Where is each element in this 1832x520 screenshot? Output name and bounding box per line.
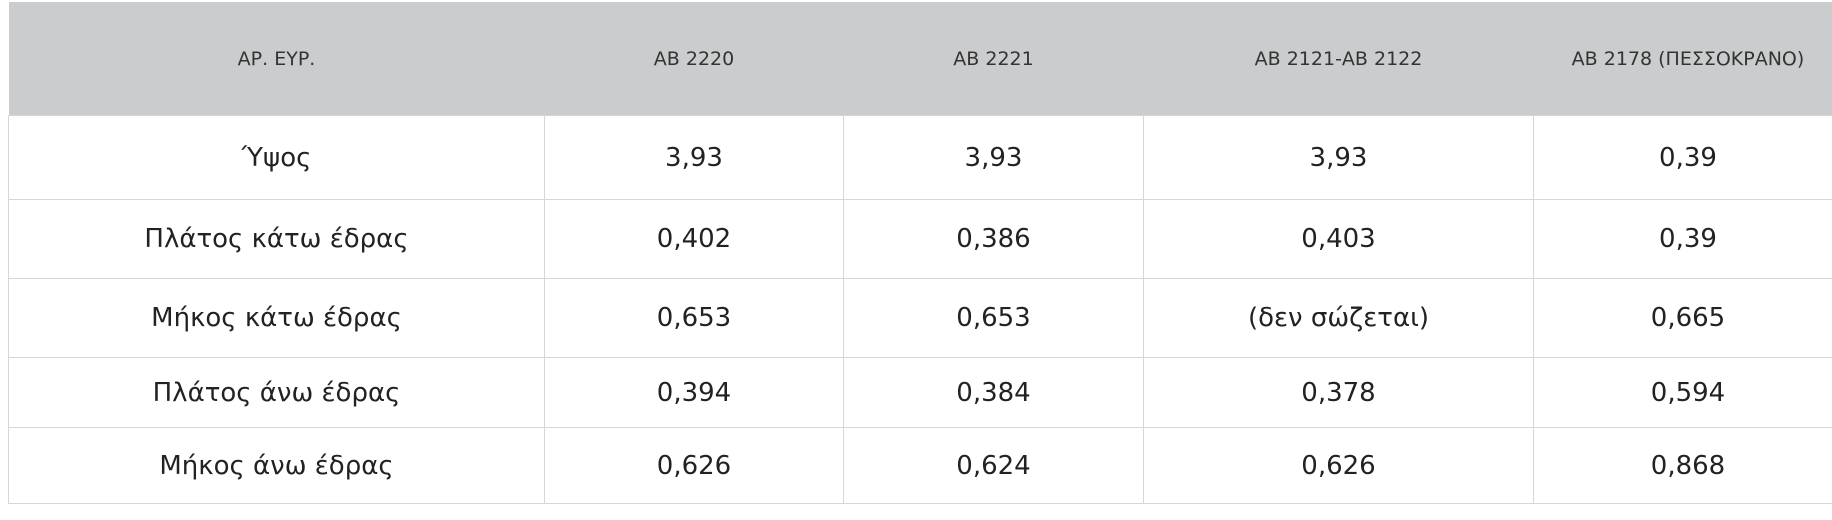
table-cell: 3,93	[843, 115, 1144, 200]
row-label: Μήκος κάτω έδρας	[8, 278, 545, 358]
table-cell: 0,378	[1143, 357, 1534, 428]
row-label: Πλάτος κάτω έδρας	[8, 199, 545, 279]
header-cell: ΑΒ 2178 (ΠΕΣΣΟΚΡΑΝΟ)	[1533, 2, 1832, 116]
data-table: ΑΡ. ΕΥΡ. ΑΒ 2220 ΑΒ 2221 ΑΒ 2121-ΑΒ 2122 ΑΒ …	[8, 2, 1832, 504]
header-cell: ΑΒ 2220	[544, 2, 844, 116]
table-cell: 0,384	[843, 357, 1144, 428]
table-cell: 0,665	[1533, 278, 1832, 358]
row-label: Μήκος άνω έδρας	[8, 427, 545, 504]
header-cell: ΑΒ 2221	[843, 2, 1144, 116]
table-cell: 0,653	[544, 278, 844, 358]
table-container: ΑΡ. ΕΥΡ. ΑΒ 2220 ΑΒ 2221 ΑΒ 2121-ΑΒ 2122 ΑΒ …	[8, 2, 1832, 504]
table-cell: 0,394	[544, 357, 844, 428]
header-cell: ΑΡ. ΕΥΡ.	[8, 2, 545, 116]
table-row: Ύψος 3,93 3,93 3,93 0,39	[8, 115, 1832, 200]
table-body: Ύψος 3,93 3,93 3,93 0,39 Πλάτος κάτω έδρας 0,4…	[8, 115, 1832, 504]
table-cell: 0,624	[843, 427, 1144, 504]
table-cell: 0,386	[843, 199, 1144, 279]
table-cell: 0,402	[544, 199, 844, 279]
row-label: Ύψος	[8, 115, 545, 200]
table-cell: 0,39	[1533, 199, 1832, 279]
header-cell: ΑΒ 2121-ΑΒ 2122	[1143, 2, 1534, 116]
table-row: Πλάτος άνω έδρας 0,394 0,384 0,378 0,594	[8, 357, 1832, 428]
table-cell: (δεν σώζεται)	[1143, 278, 1534, 358]
table-cell: 0,39	[1533, 115, 1832, 200]
row-label: Πλάτος άνω έδρας	[8, 357, 545, 428]
table-cell: 0,403	[1143, 199, 1534, 279]
table-cell: 0,626	[544, 427, 844, 504]
table-row: Πλάτος κάτω έδρας 0,402 0,386 0,403 0,39	[8, 199, 1832, 279]
header-row: ΑΡ. ΕΥΡ. ΑΒ 2220 ΑΒ 2221 ΑΒ 2121-ΑΒ 2122 ΑΒ …	[8, 2, 1832, 116]
table-cell: 0,626	[1143, 427, 1534, 504]
table-row: Μήκος κάτω έδρας 0,653 0,653 (δεν σώζεται) 0…	[8, 278, 1832, 358]
table-row: Μήκος άνω έδρας 0,626 0,624 0,626 0,868	[8, 427, 1832, 504]
table-cell: 0,653	[843, 278, 1144, 358]
table-cell: 0,594	[1533, 357, 1832, 428]
table-cell: 3,93	[544, 115, 844, 200]
table-cell: 3,93	[1143, 115, 1534, 200]
table-cell: 0,868	[1533, 427, 1832, 504]
